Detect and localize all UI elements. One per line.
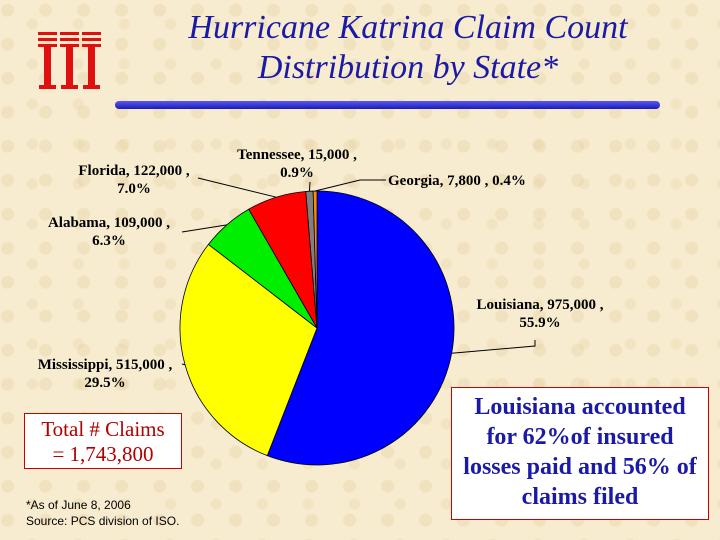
label-mississippi-value: Mississippi, 515,000 , (37, 357, 173, 373)
footnote-source: Source: PCS division of ISO. (26, 514, 180, 528)
label-alabama: Alabama, 109,000 , 6.3% (28, 214, 190, 250)
total-claims-box: Total # Claims = 1,743,800 (24, 413, 182, 469)
leader-line-alabama (181, 224, 227, 233)
page-title: Hurricane Katrina Claim Count Distributi… (118, 8, 698, 88)
title-line-1: Hurricane Katrina Claim Count (188, 9, 628, 46)
label-louisiana: Louisiana, 975,000 , 55.9% (460, 296, 620, 332)
pie-slice-mississippi (179, 243, 318, 457)
label-alabama-value: Alabama, 109,000 , (47, 215, 171, 231)
leader-line-tennessee (308, 181, 311, 192)
louisiana-note-text: Louisiana accounted for 62%of insured lo… (463, 394, 697, 510)
label-florida: Florida, 122,000 , 7.0% (60, 162, 208, 198)
label-tennessee: Tennessee, 15,000 , 0.9% (222, 146, 372, 182)
leader-line-florida (197, 177, 277, 198)
leader-lines (181, 177, 536, 366)
leader-line-georgia (314, 179, 386, 192)
label-tennessee-percent: 0.9% (280, 165, 314, 181)
total-claims-line-2: = 1,743,800 (52, 442, 154, 466)
footnote: *As of June 8, 2006 Source: PCS division… (26, 497, 266, 529)
iii-logo (38, 32, 101, 89)
label-louisiana-percent: 55.9% (519, 315, 561, 331)
label-georgia-value: Georgia, 7,800 , 0.4% (388, 173, 526, 189)
leader-line-mississippi (181, 363, 186, 366)
label-mississippi: Mississippi, 515,000 , 29.5% (20, 356, 190, 392)
label-tennessee-value: Tennessee, 15,000 , (237, 147, 357, 163)
total-claims-line-1: Total # Claims (41, 417, 165, 441)
leader-line-louisiana (451, 340, 536, 354)
title-underline-bar (115, 101, 660, 109)
label-mississippi-percent: 29.5% (84, 375, 126, 391)
louisiana-note-box: Louisiana accounted for 62%of insured lo… (451, 387, 709, 520)
label-georgia: Georgia, 7,800 , 0.4% (388, 172, 526, 190)
label-florida-percent: 7.0% (117, 181, 151, 197)
footnote-date: *As of June 8, 2006 (26, 498, 131, 512)
label-florida-value: Florida, 122,000 , (78, 163, 190, 179)
pie-slices (179, 190, 455, 466)
label-louisiana-value: Louisiana, 975,000 , (476, 297, 604, 313)
title-line-2: Distribution by State* (257, 49, 559, 86)
label-alabama-percent: 6.3% (92, 233, 126, 249)
